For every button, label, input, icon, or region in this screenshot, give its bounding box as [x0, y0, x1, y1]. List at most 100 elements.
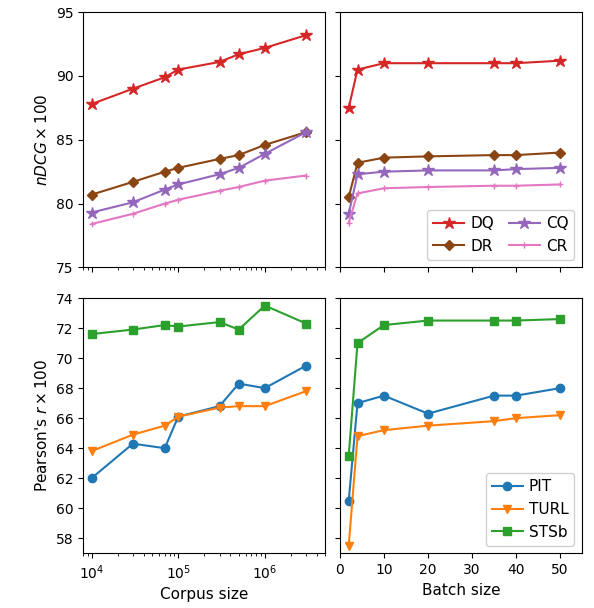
- CQ: [302, 128, 309, 136]
- DQ: [513, 60, 520, 67]
- TURL: [261, 402, 268, 410]
- DQ: [261, 44, 268, 52]
- TURL: [354, 432, 361, 440]
- Line: PIT: PIT: [87, 361, 310, 482]
- DR: [216, 155, 223, 162]
- PIT: [354, 399, 361, 407]
- TURL: [88, 447, 95, 455]
- DR: [425, 153, 432, 160]
- STSb: [345, 452, 352, 459]
- CQ: [491, 167, 498, 174]
- CQ: [161, 186, 168, 193]
- CQ: [354, 171, 361, 178]
- DR: [380, 154, 387, 161]
- DQ: [491, 60, 498, 67]
- Line: DR: DR: [345, 149, 564, 201]
- DR: [88, 191, 95, 198]
- CR: [380, 185, 387, 192]
- STSb: [425, 317, 432, 324]
- X-axis label: Corpus size: Corpus size: [160, 587, 248, 602]
- CR: [175, 196, 182, 204]
- CR: [491, 182, 498, 189]
- Line: CQ: CQ: [86, 126, 312, 219]
- Line: CR: CR: [88, 172, 309, 227]
- DR: [175, 164, 182, 171]
- CQ: [88, 209, 95, 216]
- Line: STSb: STSb: [345, 315, 564, 460]
- CQ: [380, 168, 387, 175]
- TURL: [491, 418, 498, 425]
- PIT: [175, 413, 182, 420]
- DR: [345, 193, 352, 201]
- Line: TURL: TURL: [345, 411, 564, 550]
- DR: [161, 168, 168, 175]
- CR: [129, 210, 137, 218]
- TURL: [175, 413, 182, 420]
- PIT: [161, 444, 168, 452]
- STSb: [261, 302, 268, 309]
- CR: [261, 177, 268, 184]
- X-axis label: Batch size: Batch size: [422, 582, 500, 598]
- DR: [302, 128, 309, 136]
- TURL: [513, 415, 520, 422]
- DQ: [557, 57, 564, 64]
- CR: [216, 187, 223, 195]
- DQ: [354, 66, 361, 73]
- PIT: [88, 475, 95, 482]
- TURL: [235, 402, 242, 410]
- CQ: [175, 181, 182, 188]
- PIT: [513, 392, 520, 399]
- DR: [557, 149, 564, 156]
- CR: [235, 184, 242, 191]
- PIT: [557, 384, 564, 392]
- STSb: [129, 326, 137, 333]
- TURL: [302, 387, 309, 395]
- PIT: [491, 392, 498, 399]
- PIT: [380, 392, 387, 399]
- Line: CR: CR: [345, 181, 564, 226]
- TURL: [129, 431, 137, 438]
- DQ: [129, 85, 137, 92]
- STSb: [380, 322, 387, 329]
- CQ: [425, 167, 432, 174]
- PIT: [425, 410, 432, 417]
- TURL: [425, 422, 432, 429]
- DR: [129, 178, 137, 185]
- Line: DQ: DQ: [86, 29, 312, 110]
- DQ: [425, 60, 432, 67]
- Line: CQ: CQ: [343, 162, 566, 220]
- DR: [235, 151, 242, 159]
- DR: [354, 159, 361, 167]
- STSb: [491, 317, 498, 324]
- CR: [513, 182, 520, 189]
- DR: [491, 151, 498, 159]
- Y-axis label: Pearson's $r \times 100$: Pearson's $r \times 100$: [34, 359, 50, 492]
- Legend: PIT, TURL, STSb: PIT, TURL, STSb: [486, 473, 574, 545]
- DQ: [345, 104, 352, 111]
- TURL: [380, 427, 387, 434]
- STSb: [513, 317, 520, 324]
- PIT: [302, 362, 309, 369]
- STSb: [216, 319, 223, 326]
- PIT: [216, 402, 223, 410]
- CQ: [261, 150, 268, 157]
- CR: [354, 190, 361, 197]
- CQ: [129, 199, 137, 206]
- CQ: [557, 164, 564, 171]
- DQ: [161, 74, 168, 81]
- TURL: [161, 422, 168, 429]
- PIT: [345, 497, 352, 505]
- CQ: [345, 210, 352, 218]
- PIT: [129, 440, 137, 447]
- DQ: [380, 60, 387, 67]
- STSb: [302, 320, 309, 327]
- STSb: [557, 316, 564, 323]
- PIT: [261, 384, 268, 392]
- CQ: [216, 171, 223, 178]
- Line: STSb: STSb: [87, 302, 310, 338]
- CR: [88, 220, 95, 227]
- Line: TURL: TURL: [87, 387, 310, 455]
- STSb: [175, 323, 182, 330]
- CR: [161, 200, 168, 207]
- TURL: [345, 542, 352, 550]
